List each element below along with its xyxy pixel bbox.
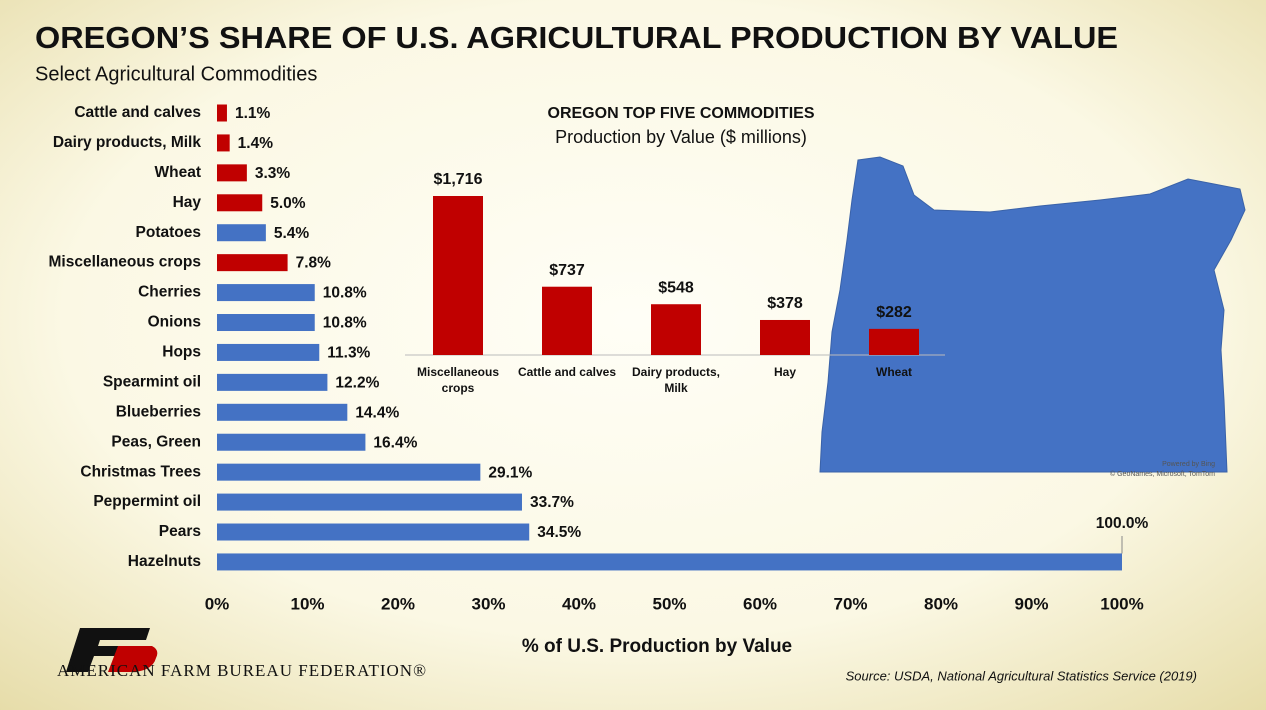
value-label: 10.8% (323, 315, 367, 332)
bar (217, 403, 348, 421)
x-tick-label: 40% (562, 594, 596, 613)
category-label-box: Miscellaneous crops (416, 365, 500, 395)
inset-subtitle: Production by Value ($ millions) (555, 127, 807, 147)
logo-f (66, 628, 150, 672)
x-tick-label: 0% (205, 594, 230, 613)
value-label: 11.3% (327, 345, 370, 362)
bar (217, 373, 328, 391)
value-label: 14.4% (355, 404, 399, 421)
category-label: Potatoes (136, 224, 201, 241)
category-label: Hay (773, 365, 796, 379)
bar (869, 328, 919, 355)
logo-b (108, 646, 158, 672)
bar (217, 463, 481, 481)
value-label: $548 (658, 279, 694, 296)
value-label: $737 (549, 262, 585, 279)
value-label: 1.4% (238, 135, 274, 152)
value-label: 5.4% (274, 225, 310, 242)
category-label: Wheat (876, 365, 912, 379)
x-tick-label: 10% (290, 594, 324, 613)
bar (542, 286, 592, 355)
category-label: Peppermint oil (93, 493, 201, 510)
category-label-box: Cattle and calves (517, 365, 617, 379)
value-label: 29.1% (488, 464, 532, 481)
x-tick-label: 90% (1014, 594, 1048, 613)
x-tick-label: 20% (381, 594, 415, 613)
category-label-box: Wheat (876, 365, 912, 379)
value-label: 7.8% (296, 255, 332, 272)
bar (433, 196, 483, 355)
category-label: Hazelnuts (128, 553, 201, 570)
bar (217, 433, 366, 451)
x-tick-label: 80% (924, 594, 958, 613)
category-label: Christmas Trees (80, 463, 201, 480)
value-label: 33.7% (530, 494, 574, 511)
title: OREGON’S SHARE OF U.S. AGRICULTURAL PROD… (35, 20, 1118, 55)
category-label: Pears (159, 523, 201, 540)
map-credit: © GeoNames, Microsoft, TomTom (1110, 470, 1215, 478)
bar (217, 343, 320, 361)
value-label: 10.8% (323, 285, 367, 302)
category-label-box: Dairy products, Milk (631, 365, 721, 395)
bar (217, 134, 230, 152)
x-tick-label: 50% (652, 594, 686, 613)
bar (217, 523, 530, 541)
bar (217, 224, 266, 242)
subtitle: Select Agricultural Commodities (35, 63, 317, 85)
bar (217, 284, 315, 302)
bar (217, 164, 247, 182)
x-tick-label: 100% (1100, 594, 1143, 613)
value-label: $282 (876, 304, 912, 321)
bar (217, 104, 227, 122)
category-label: Miscellaneous crops (49, 254, 201, 271)
value-label: 3.3% (255, 165, 291, 182)
bar (760, 319, 810, 355)
value-label: 100.0% (1096, 515, 1149, 532)
x-axis-label: % of U.S. Production by Value (522, 636, 792, 657)
bar (217, 314, 315, 332)
category-label: Hops (162, 344, 201, 361)
category-label: Cattle and calves (74, 104, 201, 121)
category-label-box: Hay (773, 365, 796, 379)
value-label: $1,716 (434, 171, 483, 188)
category-label: Dairy products, Milk (53, 134, 202, 151)
source: Source: USDA, National Agricultural Stat… (846, 668, 1197, 683)
category-label: Dairy products, Milk (631, 365, 721, 395)
value-label: 12.2% (335, 374, 379, 391)
category-label: Cherries (138, 284, 201, 301)
inset-title: OREGON TOP FIVE COMMODITIES (548, 105, 815, 122)
category-label: Blueberries (116, 403, 201, 420)
bar (217, 254, 288, 272)
logo (66, 628, 158, 672)
category-label: Miscellaneous crops (416, 365, 500, 395)
x-tick-label: 30% (471, 594, 505, 613)
value-label: 1.1% (235, 105, 271, 122)
oregon-map (819, 156, 1246, 473)
value-label: 34.5% (537, 524, 581, 541)
value-label: 16.4% (373, 434, 417, 451)
category-label: Hay (173, 194, 202, 211)
bar (651, 304, 701, 355)
bar (217, 194, 263, 212)
x-tick-label: 60% (743, 594, 777, 613)
bar (217, 553, 1122, 571)
value-label: 5.0% (270, 195, 306, 212)
value-label: $378 (767, 295, 803, 312)
x-tick-label: 70% (833, 594, 867, 613)
logo-text: AMERICAN FARM BUREAU FEDERATION® (57, 661, 427, 680)
category-label: Peas, Green (111, 433, 201, 450)
category-label: Wheat (155, 164, 202, 181)
category-label: Onions (148, 314, 201, 331)
map-credit: Powered by Bing (1162, 461, 1215, 468)
bar (217, 493, 522, 511)
category-label: Cattle and calves (517, 365, 617, 379)
category-label: Spearmint oil (103, 373, 201, 390)
